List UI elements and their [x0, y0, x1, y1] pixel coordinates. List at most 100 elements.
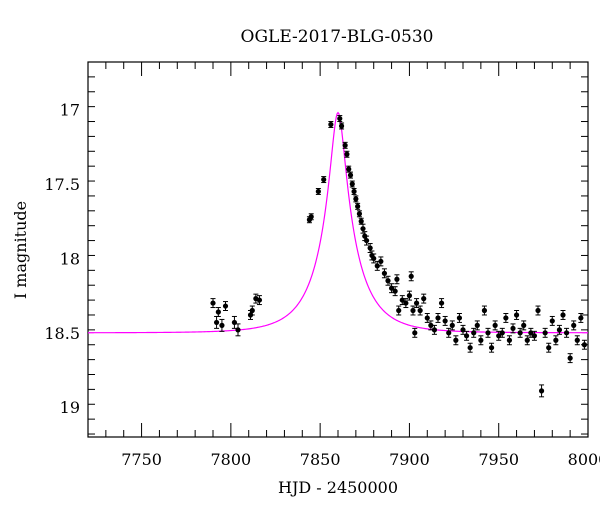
data-point [219, 318, 225, 332]
data-point [578, 312, 584, 323]
data-point [222, 301, 229, 312]
data-point [308, 213, 314, 221]
data-point [231, 315, 238, 329]
data-point [571, 320, 577, 331]
data-point [471, 327, 477, 338]
data-point [513, 310, 520, 320]
data-point [256, 295, 263, 306]
data-point [560, 310, 566, 320]
data-point [385, 275, 391, 286]
data-point [538, 384, 545, 398]
data-point [442, 315, 448, 326]
data-point [481, 305, 488, 316]
y-axis-label: I magnitude [11, 201, 30, 299]
y-tick-label: 17.5 [44, 175, 80, 194]
data-point [356, 210, 363, 218]
data-point [478, 335, 484, 346]
data-point [431, 324, 438, 335]
data-point [417, 305, 423, 316]
x-tick-label: 7850 [300, 450, 341, 469]
data-point [321, 176, 327, 184]
data-point [467, 342, 473, 353]
data-point [406, 290, 413, 301]
data-point [353, 195, 359, 203]
data-point [315, 187, 321, 195]
data-point [328, 121, 334, 128]
data-point [485, 327, 491, 338]
data-point [574, 335, 580, 346]
data-point [449, 320, 455, 331]
data-point [349, 180, 355, 188]
data-point [413, 298, 420, 309]
data-point [392, 286, 398, 297]
data-point [510, 323, 516, 334]
x-tick-label: 7900 [389, 450, 430, 469]
data-point [374, 260, 380, 271]
data-point [542, 327, 548, 338]
axis-ticks: 7750 7800 7850 7900 7950 8000 17 17.5 18 18.5 19 [44, 61, 600, 469]
y-tick-label: 17 [60, 101, 80, 120]
chart-title: OGLE-2017-BLG-0530 [241, 27, 434, 47]
x-tick-label: 7750 [121, 450, 162, 469]
y-tick-label: 18.5 [44, 324, 80, 343]
data-point [215, 307, 221, 317]
data-point [438, 298, 445, 309]
data-point [213, 315, 220, 329]
data-point [378, 256, 384, 267]
data-point [338, 122, 345, 130]
data-point [474, 320, 480, 331]
data-point [488, 342, 495, 353]
data-point [546, 342, 552, 353]
data-point [456, 312, 463, 323]
data-point [412, 327, 418, 338]
data-point [553, 335, 559, 346]
data-point [503, 312, 509, 323]
data-point [347, 171, 354, 179]
data-point [381, 268, 388, 279]
data-point [363, 235, 370, 246]
data-point [408, 271, 414, 282]
data-point [463, 330, 470, 341]
data-point [524, 335, 530, 346]
data-point [358, 217, 364, 225]
data-point [249, 305, 255, 316]
data-point [435, 312, 441, 323]
y-tick-label: 19 [60, 398, 80, 417]
data-point [346, 165, 352, 173]
data-point [410, 305, 416, 316]
data-point [235, 323, 241, 337]
x-tick-label: 8000 [568, 450, 600, 469]
data-point [492, 320, 498, 331]
data-point [342, 141, 348, 149]
data-point [531, 330, 538, 341]
data-point [394, 274, 400, 285]
data-point [521, 320, 527, 331]
data-point [499, 327, 505, 338]
x-axis-label: HJD - 2450000 [278, 478, 398, 497]
data-point [517, 327, 523, 338]
data-point [535, 305, 541, 316]
data-point [581, 339, 588, 350]
data-point [421, 293, 427, 304]
x-tick-label: 7800 [210, 450, 251, 469]
data-point [567, 353, 573, 364]
data-point [337, 115, 343, 123]
data-point [506, 335, 513, 346]
data-point [424, 312, 430, 323]
data-point [396, 305, 402, 316]
data-point [446, 327, 452, 338]
data-point [556, 324, 563, 335]
data-point [563, 327, 570, 338]
data-point [210, 298, 216, 309]
data-point [460, 324, 466, 335]
data-point [351, 187, 357, 195]
data-point [453, 335, 459, 346]
data-point [355, 202, 361, 210]
data-point [403, 298, 409, 309]
data-point [549, 315, 555, 326]
y-tick-label: 18 [60, 249, 80, 268]
data-point [344, 150, 350, 158]
x-tick-label: 7950 [478, 450, 519, 469]
model-curve-group [88, 111, 588, 334]
